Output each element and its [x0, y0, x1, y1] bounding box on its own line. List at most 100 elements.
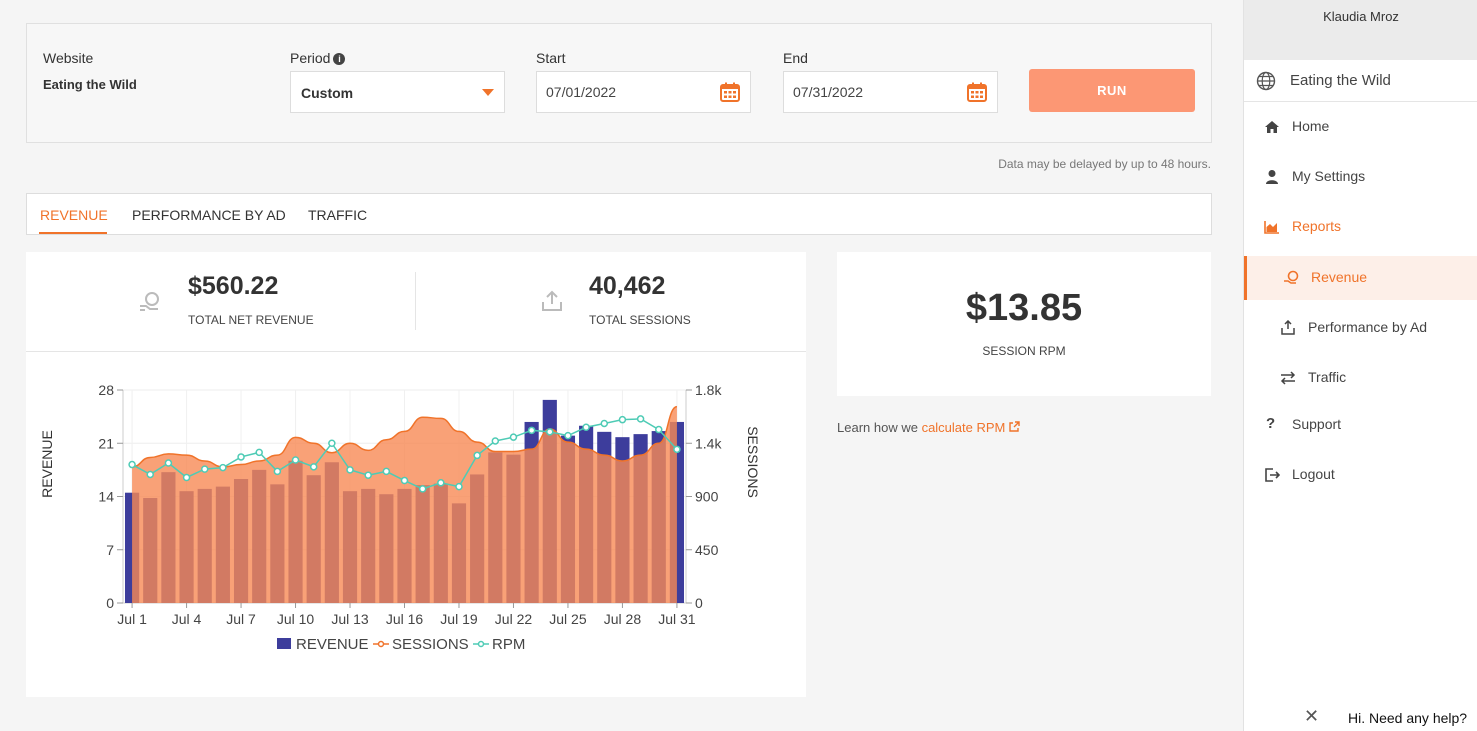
period-label: Period i [290, 50, 346, 66]
sidebar-item-label: Home [1292, 118, 1330, 134]
rpm-point [455, 482, 463, 491]
website-value: Eating the Wild [43, 77, 137, 92]
rpm-point [418, 485, 427, 493]
run-button[interactable]: RUN [1029, 69, 1195, 112]
help-widget-label: Hi. Need any help? [1348, 710, 1468, 726]
rpm-point [600, 419, 609, 428]
session-rpm-value: $13.85 [965, 287, 1083, 329]
end-date-value: 07/31/2022 [793, 84, 864, 100]
rpm-point [328, 439, 336, 447]
y-tick-label: 14 [98, 489, 114, 505]
total-sessions-value: 40,462 [589, 272, 666, 300]
coins-icon [140, 292, 159, 311]
sidebar-item-label: Reports [1292, 218, 1342, 234]
x-tick-label: Jul 25 [549, 611, 587, 627]
learn-rpm-text: Learn how we calculate RPM [837, 420, 1020, 435]
x-tick-label: Jul 1 [117, 611, 147, 627]
rpm-point [473, 451, 481, 460]
sidebar-item-label: Traffic [1308, 369, 1347, 385]
rpm-point [182, 473, 191, 482]
sidebar-item-label: Logout [1292, 466, 1335, 482]
rpm-point [128, 460, 136, 469]
x-tick-label: Jul 7 [226, 611, 256, 627]
rpm-point [636, 415, 645, 423]
sidebar-item-performance-by-ad[interactable]: Performance by Ad [1244, 306, 1477, 350]
site-name: Eating the Wild [1290, 72, 1391, 89]
sidebar-item-my-settings[interactable]: My Settings [1244, 155, 1477, 199]
sidebar-item-traffic[interactable]: Traffic [1244, 356, 1477, 400]
calendar-icon[interactable] [967, 82, 987, 102]
rpm-point [673, 445, 681, 454]
calculate-rpm-link-text: calculate RPM [921, 420, 1006, 435]
sidebar-item-home[interactable]: Home [1244, 105, 1477, 149]
rpm-point [309, 463, 318, 471]
upload-icon [542, 290, 562, 311]
y-right-tick-label: 1.8k [695, 382, 722, 398]
y-right-tick-label: 900 [695, 489, 719, 505]
x-tick-label: Jul 22 [495, 611, 533, 627]
caret-down-icon [482, 89, 494, 96]
sidebar-item-revenue[interactable]: Revenue [1244, 256, 1477, 300]
sidebar-item-label: Performance by Ad [1308, 319, 1428, 335]
sidebar-item-support[interactable]: ? Support [1244, 403, 1477, 447]
tab-revenue[interactable]: REVENUE [40, 207, 108, 223]
rpm-point [255, 448, 263, 457]
x-tick-label: Jul 10 [277, 611, 315, 627]
session-rpm-label: SESSION RPM [982, 344, 1066, 358]
x-tick-label: Jul 4 [172, 611, 202, 627]
ad-icon [1281, 320, 1295, 335]
rpm-point [346, 466, 354, 474]
legend-swatch [377, 640, 385, 648]
y-right-tick-label: 450 [695, 542, 719, 558]
revenue-chart: 0 7 14 21 28 0 450 900 1.4k 1.8k Jul 1 Jul 4 Jul 7 Ju… [39, 382, 761, 653]
legend-swatch [477, 640, 485, 648]
user-icon [1266, 170, 1278, 184]
rpm-point [146, 470, 154, 479]
tab-traffic[interactable]: TRAFFIC [308, 207, 368, 223]
y-tick-label: 21 [98, 435, 114, 451]
report-filters: Website Eating the Wild Period i Custom S… [26, 23, 1212, 143]
rpm-point [618, 415, 627, 424]
total-net-revenue-label: TOTAL NET REVENUE [188, 313, 314, 327]
period-select-value: Custom [301, 85, 354, 101]
site-selector[interactable]: Eating the Wild [1244, 60, 1477, 102]
question-icon: ? [1266, 415, 1276, 432]
legend-label: REVENUE [296, 636, 369, 653]
sidebar-item-reports[interactable]: Reports [1244, 205, 1477, 249]
rpm-point [655, 425, 663, 434]
session-rpm-card: $13.85 SESSION RPM [837, 252, 1211, 396]
start-date-input[interactable]: 07/01/2022 [536, 71, 751, 113]
x-tick-label: Jul 13 [331, 611, 369, 627]
main-content: Website Eating the Wild Period i Custom S… [26, 23, 1212, 697]
globe-icon [1256, 71, 1276, 91]
end-label: End [783, 50, 808, 66]
tab-performance-by-ad[interactable]: PERFORMANCE BY AD [132, 207, 286, 223]
external-link-icon [1009, 421, 1020, 432]
total-sessions-label: TOTAL SESSIONS [589, 313, 691, 327]
y-right-tick-label: 0 [695, 595, 703, 611]
rpm-point [509, 433, 518, 441]
x-tick-label: Jul 31 [658, 611, 696, 627]
rpm-point [437, 479, 445, 487]
x-tick-label: Jul 28 [604, 611, 642, 627]
info-icon[interactable]: i [333, 53, 346, 65]
end-date-input[interactable]: 07/31/2022 [783, 71, 998, 113]
rpm-point [382, 467, 391, 476]
rpm-point [491, 437, 500, 445]
revenue-stats-card: $560.22 TOTAL NET REVENUE 40,462 TOTAL S… [26, 252, 806, 697]
user-name[interactable]: Klaudia Mroz [1244, 0, 1477, 60]
logout-icon [1265, 468, 1280, 482]
rpm-point [237, 453, 245, 461]
rpm-point [364, 471, 372, 479]
close-icon[interactable]: ✕ [1304, 706, 1320, 726]
total-net-revenue-value: $560.22 [188, 272, 279, 300]
period-select[interactable]: Custom [290, 71, 505, 113]
sidebar: Klaudia Mroz Eating the Wild Home My Set… [1243, 0, 1477, 731]
start-label: Start [536, 50, 566, 66]
help-widget[interactable]: ✕ Hi. Need any help? [1290, 700, 1477, 731]
sidebar-item-logout[interactable]: Logout [1244, 453, 1477, 497]
calculate-rpm-link[interactable]: calculate RPM [922, 420, 1020, 435]
divider [26, 351, 806, 352]
calendar-icon[interactable] [720, 82, 740, 102]
website-label: Website [43, 50, 94, 66]
